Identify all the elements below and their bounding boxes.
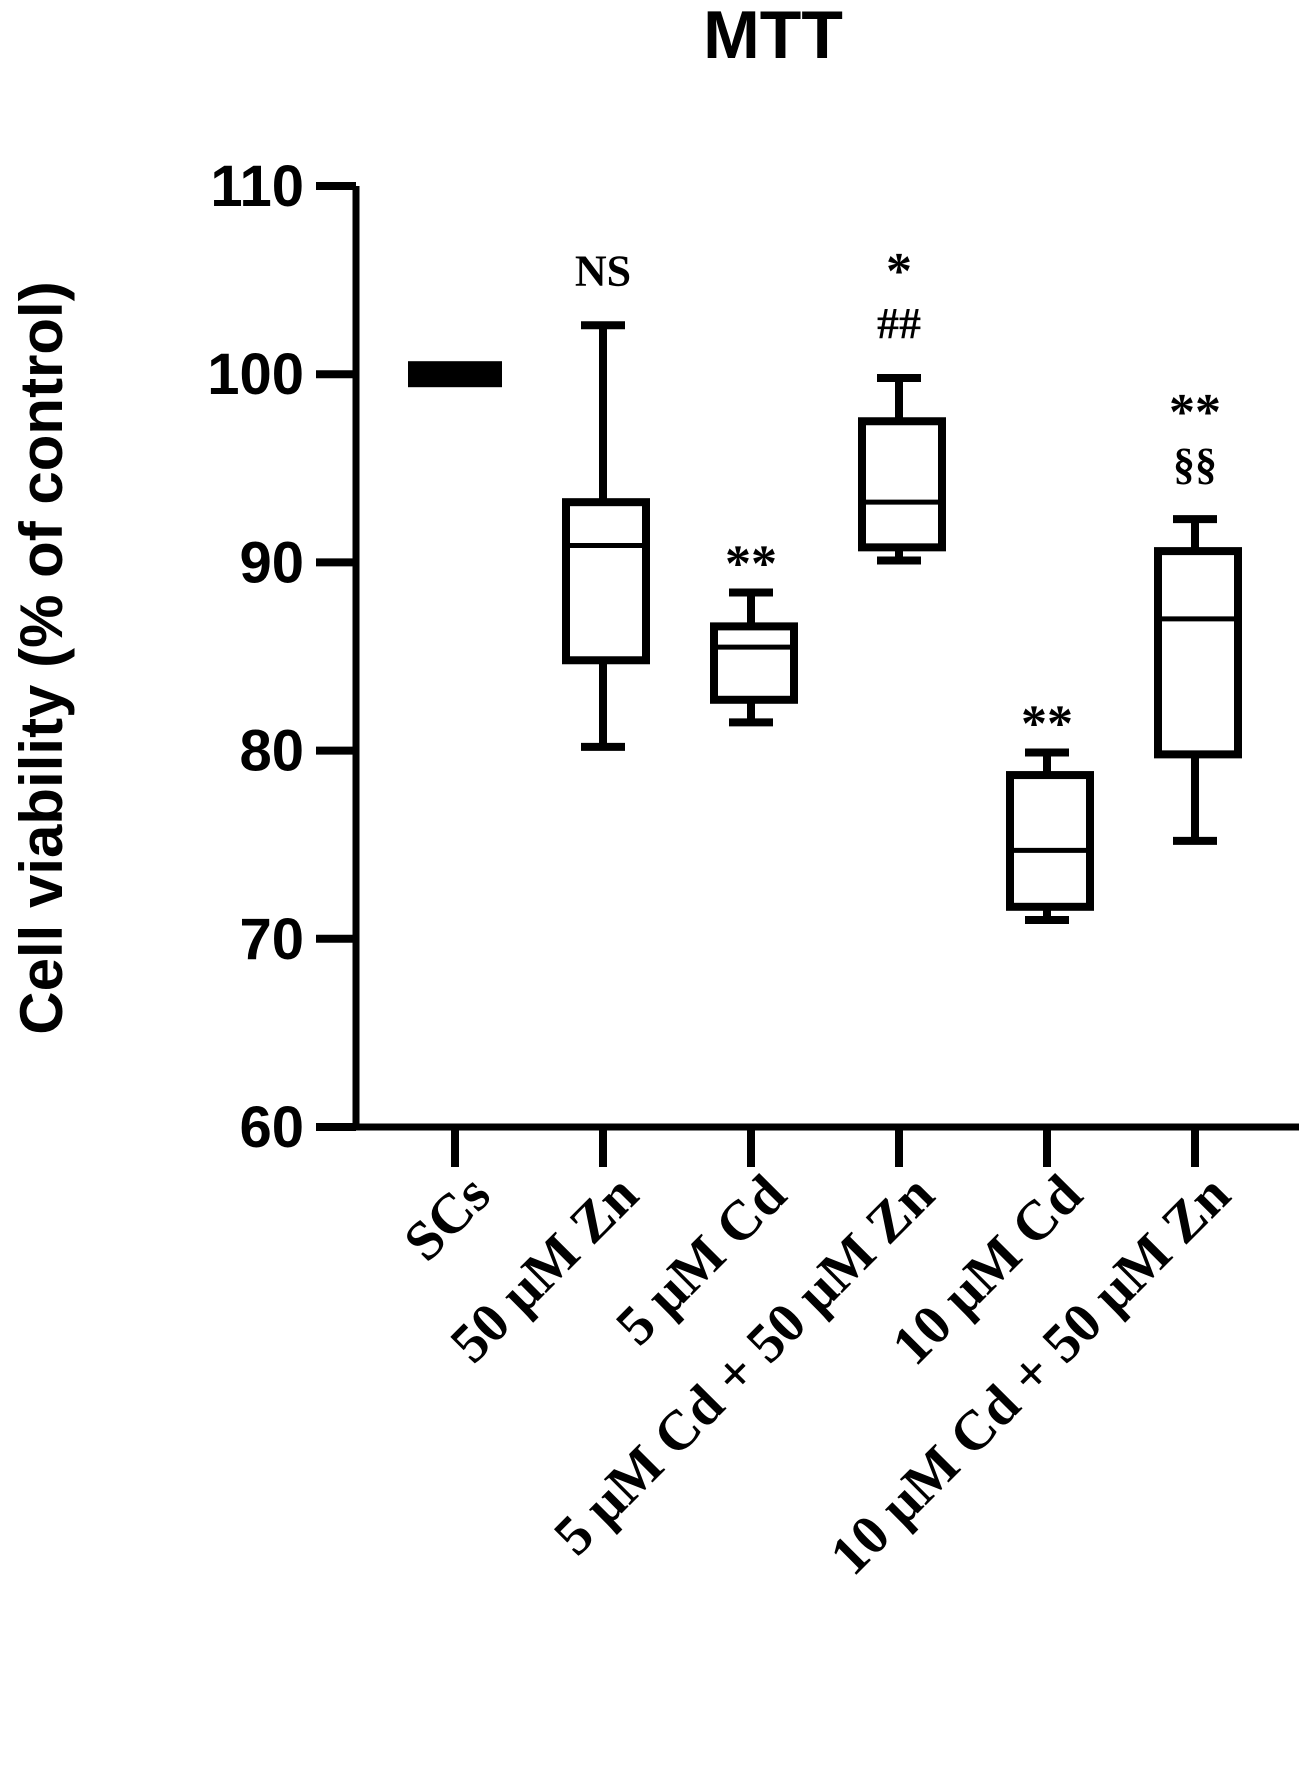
significance-annotation: NS	[575, 246, 631, 295]
y-tick-label: 100	[207, 342, 304, 407]
y-tick-label: 80	[239, 719, 304, 784]
y-tick-label: 60	[239, 1095, 304, 1160]
significance-annotation: **	[1169, 384, 1221, 441]
box-iqr	[858, 417, 946, 552]
y-ticks: 60 70 80 90 100 110	[207, 154, 356, 1160]
y-tick-label: 70	[239, 907, 304, 972]
box-iqr	[562, 498, 650, 665]
box-iqr	[1006, 771, 1094, 911]
box-group	[710, 588, 798, 727]
y-axis-label: Cell viability (% of control)	[8, 281, 75, 1034]
significance-annotation: ##	[877, 299, 921, 348]
significance-annotation: **	[1021, 695, 1073, 752]
box-iqr	[710, 622, 798, 704]
boxes	[408, 321, 1242, 924]
significance-annotation: §§	[1173, 440, 1217, 489]
box-iqr	[1154, 547, 1242, 759]
box-group	[858, 373, 946, 565]
box-group	[1154, 515, 1242, 845]
box-group	[408, 361, 502, 388]
box-group	[1006, 748, 1094, 924]
box-collapsed	[408, 361, 502, 388]
x-tick-label: SCs	[392, 1163, 502, 1273]
significance-annotations: NS***##****§§	[575, 243, 1221, 753]
significance-annotation: **	[725, 536, 777, 593]
y-tick-label: 90	[239, 530, 304, 595]
significance-annotation: *	[886, 243, 912, 300]
box-group	[562, 321, 650, 751]
y-tick-label: 110	[210, 154, 304, 219]
x-ticks	[451, 1127, 1199, 1167]
chart-title: MTT	[703, 0, 843, 73]
